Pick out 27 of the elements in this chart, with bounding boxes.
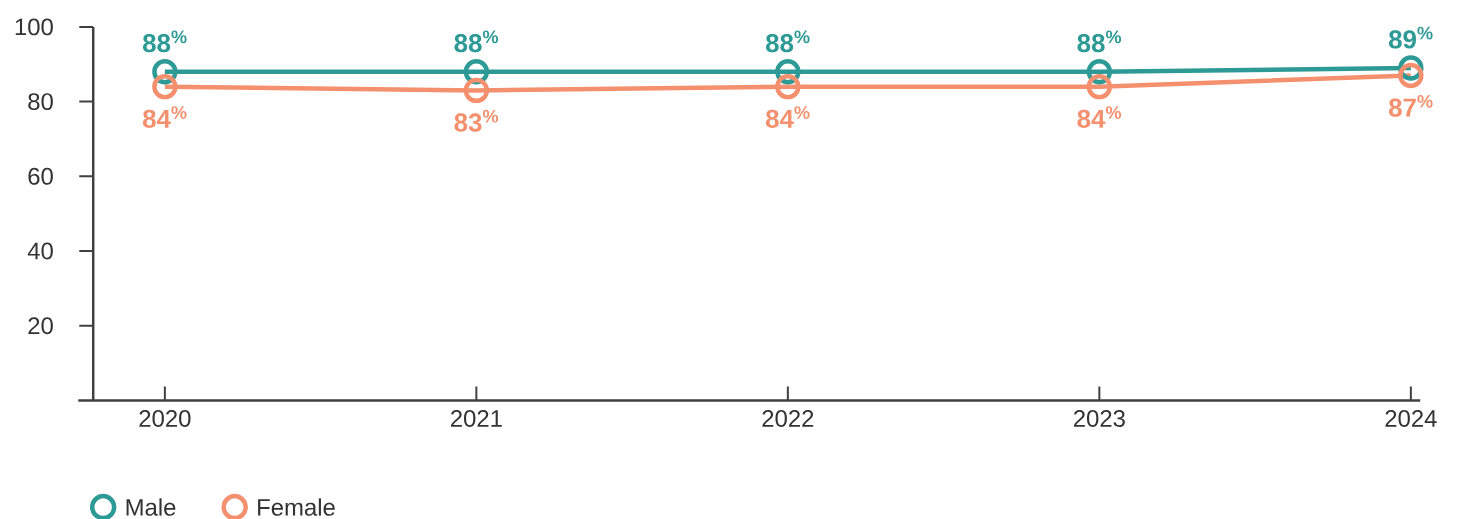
data-label: 84$^{%}$ bbox=[142, 106, 187, 128]
data-label: 88$^{%}$ bbox=[1077, 30, 1122, 53]
y-tick-label: 20 bbox=[28, 317, 53, 335]
point bbox=[463, 77, 490, 104]
point bbox=[1398, 62, 1424, 89]
legend-label: Male bbox=[126, 498, 176, 516]
point bbox=[152, 73, 178, 100]
y-tick-label: 100 bbox=[15, 18, 53, 36]
legend-label: Female bbox=[258, 498, 335, 516]
data-label: 83$^{%}$ bbox=[454, 109, 499, 132]
data-label: 84$^{%}$ bbox=[765, 106, 810, 128]
data-label: 84$^{%}$ bbox=[1077, 106, 1122, 128]
point bbox=[1086, 73, 1113, 100]
y-tick-label: 40 bbox=[27, 242, 53, 260]
point bbox=[775, 73, 801, 100]
x-tick-label: 2020 bbox=[139, 409, 191, 427]
x-tick-label: 2022 bbox=[762, 409, 814, 427]
data-label: 88$^{%}$ bbox=[765, 30, 810, 53]
data-label: 88$^{%}$ bbox=[454, 30, 499, 53]
x-tick-label: 2023 bbox=[1073, 409, 1125, 427]
data-label: 87$^{%}$ bbox=[1388, 94, 1433, 117]
data-label: 88$^{%}$ bbox=[142, 30, 187, 53]
x-tick-label: 2021 bbox=[450, 409, 502, 427]
y-tick-label: 60 bbox=[28, 167, 53, 185]
data-label: 89$^{%}$ bbox=[1388, 26, 1433, 49]
y-tick-label: 80 bbox=[28, 93, 53, 111]
x-tick-label: 2024 bbox=[1385, 409, 1437, 427]
